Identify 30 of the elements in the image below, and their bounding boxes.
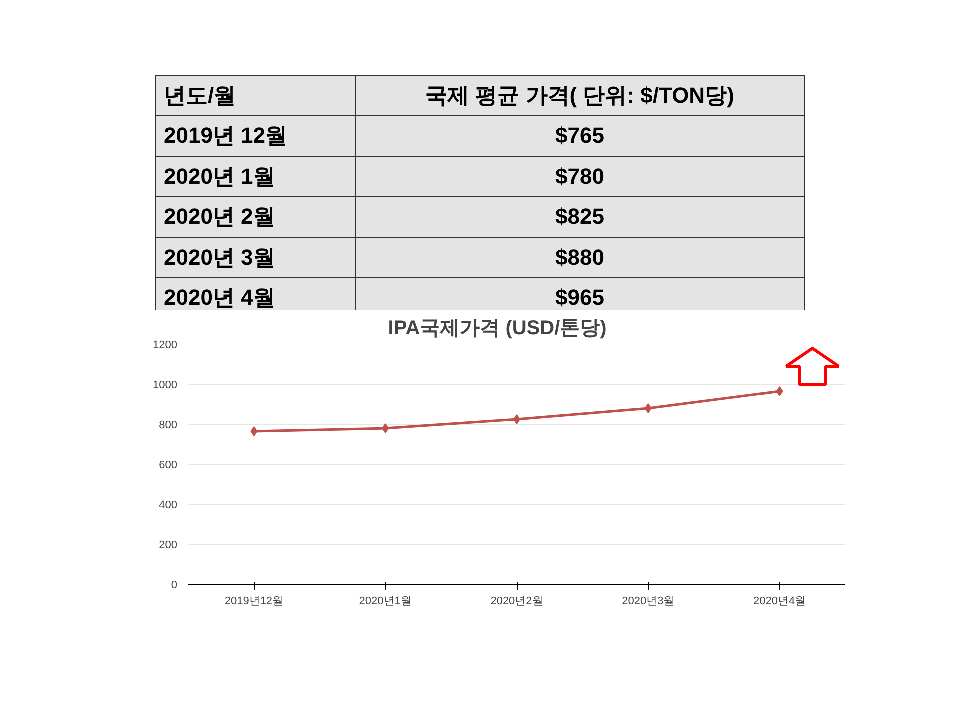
point — [776, 386, 784, 396]
y-tick-label: 200 — [159, 540, 178, 552]
y-tick-label: 1000 — [153, 380, 178, 392]
x-tick-label: 2020년1월 — [359, 596, 412, 608]
text: $780 — [556, 164, 604, 189]
text: 2020년 4월 — [156, 278, 356, 318]
point — [250, 426, 258, 436]
y-tick-label: 600 — [159, 460, 178, 472]
text: $765 — [556, 123, 604, 148]
x-tick-label: 2020년3월 — [622, 596, 675, 608]
text: 2020년 2월 — [156, 196, 356, 238]
point — [514, 414, 520, 424]
x-tick-label: 2019년12월 — [224, 596, 284, 608]
x-tick-label: 2020년2월 — [490, 596, 544, 608]
y-tick-label: 1200 — [153, 340, 178, 352]
text: 2019년 12월 — [156, 116, 356, 156]
point — [382, 424, 390, 434]
text: 국제 평균 가격( 단위: $/TON당) — [356, 76, 804, 116]
text: $825 — [556, 204, 604, 230]
text: $965 — [556, 285, 604, 310]
y-tick-label: 400 — [159, 500, 178, 512]
y-tick-label: 0 — [171, 580, 178, 592]
text: 2020년 3월 — [156, 237, 356, 278]
chart-title: IPA국제가격 (USD/톤당) — [388, 318, 607, 340]
text: $880 — [556, 244, 604, 270]
text: 년도/월 — [156, 76, 356, 116]
x-tick-label: 2020년4월 — [754, 596, 806, 608]
point — [644, 404, 652, 414]
y-tick-label: 800 — [159, 420, 178, 432]
text: 2020년 1월 — [156, 156, 356, 197]
